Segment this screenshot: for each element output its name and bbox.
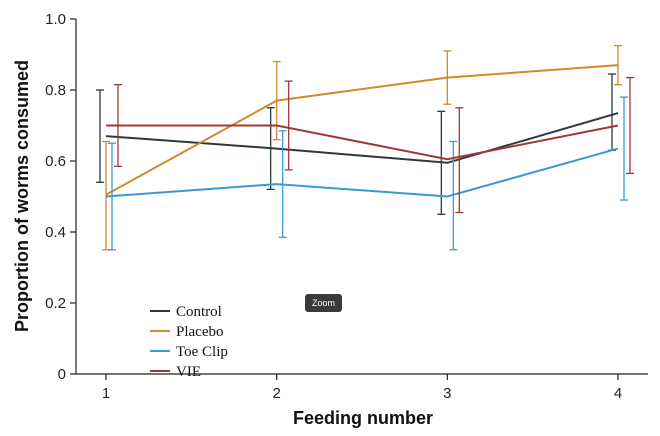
legend-label-control: Control (176, 304, 222, 320)
legend-label-placebo: Placebo (176, 324, 223, 340)
legend-label-toe-clip: Toe Clip (176, 344, 228, 360)
y-tick-label: 0.8 (45, 82, 66, 99)
x-tick-label: 1 (102, 385, 110, 402)
series-line-placebo (106, 65, 618, 195)
y-tick-label: 1.0 (45, 11, 66, 28)
series-placebo (102, 46, 622, 250)
series-layer (96, 46, 634, 250)
series-control (96, 74, 618, 214)
series-vie (106, 78, 634, 213)
x-axis-title: Feeding number (293, 408, 433, 428)
x-tick-label: 2 (272, 385, 280, 402)
series-line-control (106, 113, 618, 163)
zoom-tooltip: Zoom (305, 294, 342, 312)
x-tick-label: 4 (614, 385, 622, 402)
y-axis-title: Proportion of worms consumed (12, 60, 32, 332)
y-tick-label: 0.2 (45, 295, 66, 312)
y-tick-label: 0.4 (45, 224, 66, 241)
legend: Control Placebo Toe Clip VIE (150, 304, 228, 380)
x-tick-label: 3 (443, 385, 451, 402)
y-tick-label: 0.6 (45, 153, 66, 170)
y-tick-label: 0 (58, 366, 66, 383)
series-toe-clip (106, 97, 628, 250)
legend-label-vie: VIE (176, 364, 201, 380)
